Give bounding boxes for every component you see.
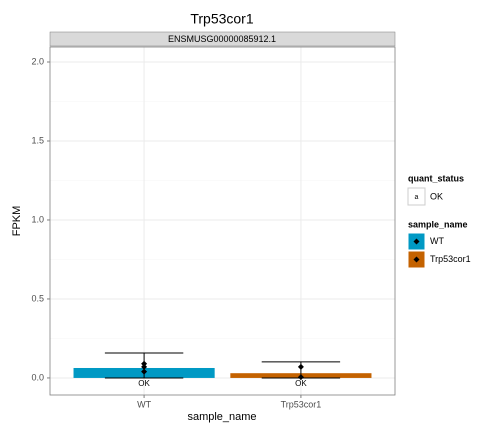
facet-label: ENSMUSG00000085912.1 [168, 34, 276, 44]
y-tick-label: 0.0 [31, 372, 44, 382]
x-axis-label: sample_name [187, 411, 256, 423]
y-tick-label: 1.5 [31, 135, 44, 145]
y-tick-label: 2.0 [31, 56, 44, 66]
facet-strip [49, 31, 396, 47]
x-tick-label: Trp53cor1 [281, 399, 322, 409]
legend-label: OK [430, 191, 443, 201]
bar-label: OK [138, 379, 150, 388]
legend-label: WT [430, 236, 444, 246]
y-tick-label: 1.0 [31, 214, 44, 224]
panel [50, 47, 395, 395]
legend-key [407, 187, 426, 206]
legend-key-text: a [415, 194, 419, 201]
point [141, 368, 148, 375]
point [297, 374, 304, 381]
panel-border [49, 46, 396, 396]
y-tick-label: 0.5 [31, 293, 44, 303]
x-tick-label: WT [137, 399, 151, 409]
point [297, 363, 304, 370]
legend-title: quant_status [408, 173, 464, 183]
chart-title: Trp53cor1 [190, 11, 254, 27]
legend-point [413, 256, 420, 263]
y-axis-label: FPKM [11, 206, 23, 237]
legend-title: sample_name [408, 219, 468, 229]
legend-point [413, 238, 420, 245]
legend-label: Trp53cor1 [430, 254, 471, 264]
point [141, 363, 148, 370]
point [141, 360, 148, 367]
bar-label: OK [295, 379, 307, 388]
